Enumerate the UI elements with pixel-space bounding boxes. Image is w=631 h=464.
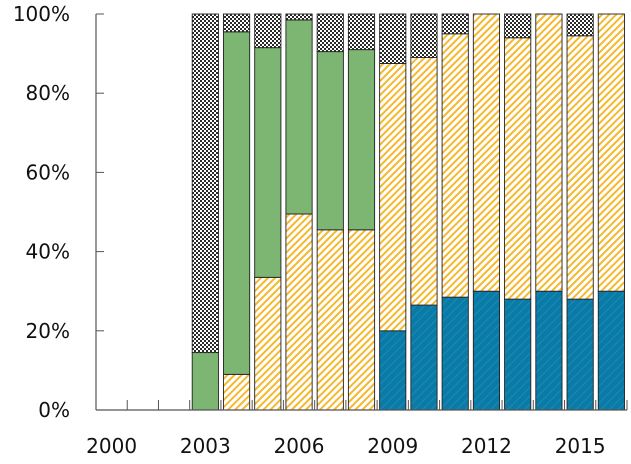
bar-segment-2006-series-2	[285, 213, 313, 411]
x-tick-label: 2006	[274, 434, 325, 458]
bar-segment-2003-series-3	[191, 352, 219, 411]
bar-segment-2014-series-1	[535, 290, 563, 411]
bar-segment-2010-series-2	[410, 57, 438, 306]
y-tick-label: 20%	[26, 319, 70, 343]
y-axis-tick-labels: 0% 20% 40% 60% 80% 100%	[13, 2, 104, 422]
bar-segment-2012-series-2	[472, 13, 501, 292]
bar-segment-2011-series-1	[441, 296, 469, 411]
bar-segment-2016-series-2	[597, 13, 625, 292]
bar-segment-2012-series-1	[472, 290, 501, 411]
y-tick-label: 80%	[26, 81, 70, 105]
bar-segment-2005-series-4	[254, 13, 282, 49]
bar-segment-2010-series-4	[410, 13, 438, 59]
bar-segment-2016-series-1	[597, 290, 625, 411]
bar-segment-2014-series-2	[535, 13, 563, 292]
bar-segment-2011-series-2	[441, 33, 469, 298]
bar-segment-2005-series-3	[254, 47, 282, 278]
y-tick-label: 0%	[38, 398, 70, 422]
bar-segment-2010-series-1	[410, 304, 438, 411]
bar-segment-2003-series-4	[191, 13, 219, 354]
bar-segment-2013-series-4	[504, 13, 532, 39]
x-tick-label: 2015	[555, 434, 606, 458]
bar-segment-2015-series-4	[566, 13, 594, 37]
bar-segment-2009-series-4	[379, 13, 407, 64]
x-tick-label: 2009	[367, 434, 418, 458]
bar-segment-2015-series-1	[566, 298, 594, 411]
bar-segment-2013-series-1	[504, 298, 532, 411]
plot-area	[95, 13, 628, 411]
bar-segment-2007-series-3	[316, 51, 344, 231]
y-tick-label: 40%	[26, 240, 70, 264]
bar-segment-2004-series-2	[222, 373, 251, 411]
x-tick-label: 2003	[180, 434, 231, 458]
bar-segment-2004-series-4	[222, 13, 251, 33]
bar-segment-2015-series-2	[566, 35, 594, 300]
bar-segment-2006-series-4	[285, 13, 313, 21]
bar-segment-2013-series-2	[504, 37, 532, 300]
y-tick-label: 60%	[26, 160, 70, 184]
bar-segment-2004-series-3	[222, 31, 251, 375]
bar-segment-2007-series-4	[316, 13, 344, 53]
bar-segment-2008-series-2	[347, 229, 376, 411]
bar-segment-2008-series-4	[347, 13, 376, 51]
x-tick-label: 2000	[86, 434, 137, 458]
bar-segment-2008-series-3	[347, 49, 376, 231]
bar-segment-2007-series-2	[316, 229, 344, 411]
bar-segment-2009-series-1	[379, 330, 407, 411]
x-tick-label: 2012	[461, 434, 512, 458]
bar-segment-2011-series-4	[441, 13, 469, 35]
bar-segment-2006-series-3	[285, 19, 313, 215]
bar-segment-2009-series-2	[379, 63, 407, 332]
y-tick-label: 100%	[13, 2, 70, 26]
bar-segment-2005-series-2	[254, 276, 282, 411]
x-axis-tick-labels: 2000 2003 2006 2009 2012 2015	[86, 434, 605, 458]
